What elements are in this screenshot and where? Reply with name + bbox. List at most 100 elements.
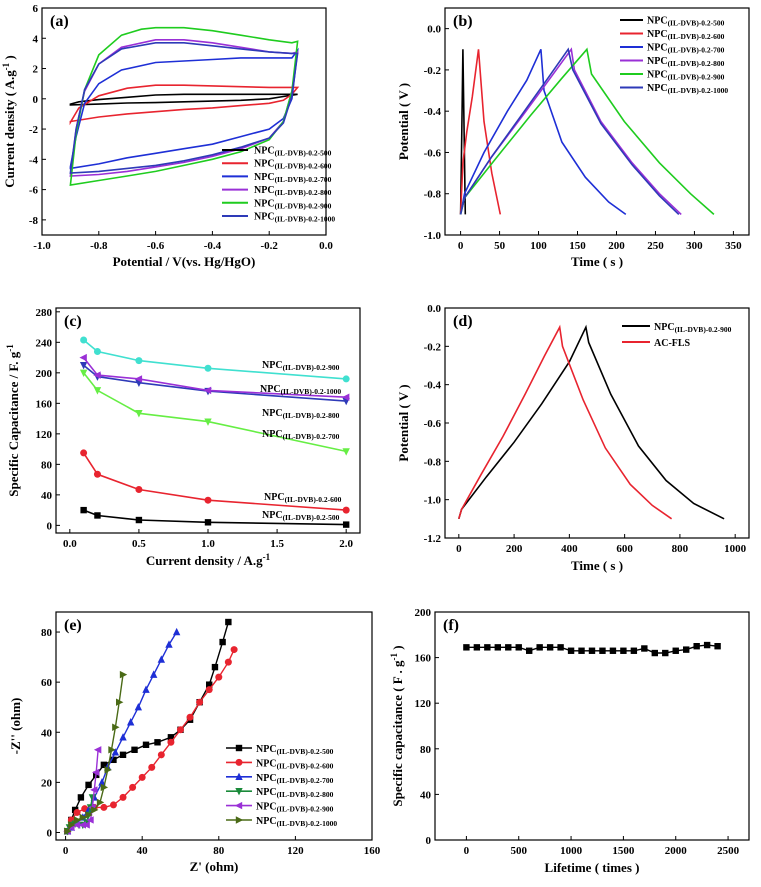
gcd-curve-700 <box>459 48 627 216</box>
data-point <box>119 670 128 679</box>
legend-label: NPC(IL-DVB)-0.2-800 <box>647 56 725 68</box>
y-tick-label: -0.2 <box>424 65 442 77</box>
series-annotation-sub: (IL-DVB)-0.2-600 <box>285 495 342 504</box>
series-annotation: NPC(IL-DVB)-0.2-900 <box>262 360 340 372</box>
y-tick-label: -0.8 <box>424 456 442 468</box>
data-point <box>78 821 87 829</box>
gcd-curve-npc-900 <box>458 324 725 520</box>
legend-label-prefix: NPC <box>647 43 668 54</box>
cv-loop-1000 <box>69 42 299 174</box>
series-annotation-prefix: NPC <box>262 360 283 371</box>
y-tick-label: 80 <box>420 744 432 756</box>
x-tick-label: -0.6 <box>147 240 165 252</box>
y-axis-label: Potential ( V ) <box>396 384 411 461</box>
series-annotation: NPC(IL-DVB)-0.2-1000 <box>260 384 341 396</box>
legend-label-prefix: NPC <box>647 56 668 67</box>
plot-frame <box>444 307 750 539</box>
y-tick-label: 120 <box>415 698 432 710</box>
data-point <box>342 375 350 383</box>
data-point <box>64 827 72 835</box>
data-point <box>110 756 117 764</box>
y-tick-label: -0.8 <box>424 189 442 201</box>
x-tick-label: 100 <box>530 240 547 252</box>
series-annotation-prefix: NPC <box>262 429 283 440</box>
y-tick-label: -1.0 <box>424 495 442 507</box>
plot-lines <box>459 47 715 216</box>
data-point <box>135 516 143 524</box>
x-axis-label: Lifetime ( times ) <box>545 860 640 875</box>
y-tick-label: 200 <box>36 368 53 380</box>
legend-marker <box>235 788 243 796</box>
data-point <box>148 763 156 771</box>
y-axis-label: -Z'' (ohm) <box>8 698 23 755</box>
legend-label-prefix: NPC <box>654 322 675 333</box>
y-axis-label-close: ) <box>390 645 405 653</box>
data-point <box>203 386 212 395</box>
data-point <box>620 647 627 654</box>
data-point <box>473 644 481 651</box>
data-point <box>342 506 350 514</box>
panel-label: (f) <box>443 617 459 634</box>
data-point <box>79 369 88 378</box>
legend: NPC(IL-DVB)-0.2-500NPC(IL-DVB)-0.2-600NP… <box>226 744 337 828</box>
x-tick-label: 160 <box>364 845 381 857</box>
y-tick-label: 80 <box>41 627 53 639</box>
legend-label-prefix: NPC <box>256 816 277 827</box>
legend-label-prefix: NPC <box>256 802 277 813</box>
x-tick-label: 0 <box>464 845 470 857</box>
legend-label-sub: (IL-DVB)-0.2-900 <box>668 73 725 82</box>
data-point <box>662 649 669 657</box>
x-tick-label: 2.0 <box>339 538 353 550</box>
series-annotation-sub: (IL-DVB)-0.2-900 <box>283 363 340 372</box>
series-annotation-sub: (IL-DVB)-0.2-1000 <box>281 387 342 396</box>
legend-label: NPC(IL-DVB)-0.2-700 <box>256 773 334 785</box>
legend-label: NPC(IL-DVB)-0.2-900 <box>647 70 725 82</box>
y-axis-label-sup: -1 <box>1 62 11 70</box>
data-point <box>219 638 226 646</box>
panel-label: (a) <box>50 13 69 30</box>
y-tick-label: 120 <box>36 429 53 441</box>
x-tick-label: 1.0 <box>201 538 215 550</box>
x-tick-label: 150 <box>569 240 586 252</box>
x-tick-label: 0.0 <box>319 240 333 252</box>
legend-label: NPC(IL-DVB)-0.2-900 <box>654 322 732 334</box>
legend-label: NPC(IL-DVB)-0.2-600 <box>647 29 725 41</box>
x-tick-label: -1.0 <box>33 240 51 252</box>
data-point <box>167 738 175 746</box>
x-tick-label: -0.8 <box>90 240 108 252</box>
legend-label-sub: (IL-DVB)-0.2-800 <box>668 59 725 68</box>
legend-label-prefix: NPC <box>254 185 275 196</box>
data-point <box>129 783 137 791</box>
x-tick-label: 80 <box>213 845 225 857</box>
y-axis-label: Potential ( V ) <box>396 83 411 160</box>
series-annotation: NPC(IL-DVB)-0.2-600 <box>264 492 342 504</box>
data-point <box>93 387 102 395</box>
y-axis-label: Specific capacitance ( F . g-1 ) <box>389 645 405 806</box>
data-point <box>630 647 638 654</box>
x-tick-label: 1000 <box>560 845 583 857</box>
y-tick-label: 2 <box>33 64 39 76</box>
data-point <box>109 801 117 809</box>
legend-label: NPC(IL-DVB)-0.2-1000 <box>647 83 728 95</box>
data-point <box>609 647 617 654</box>
data-point <box>215 673 223 681</box>
plot-lines <box>69 26 300 187</box>
data-point <box>119 733 127 741</box>
data-point <box>165 640 173 648</box>
x-tick-label: 300 <box>686 240 703 252</box>
legend-label-prefix: NPC <box>254 212 275 223</box>
data-point <box>93 746 102 754</box>
legend: NPC(IL-DVB)-0.2-500NPC(IL-DVB)-0.2-600NP… <box>620 16 728 95</box>
y-axis-label-main: Specific Capacitance / F. g <box>6 351 21 497</box>
legend-label: NPC(IL-DVB)-0.2-500 <box>256 744 334 756</box>
capacitance-line-900 <box>83 339 347 380</box>
legend-label-sub: (IL-DVB)-0.2-500 <box>275 149 332 158</box>
x-tick-label: 600 <box>616 543 633 555</box>
cv-loop-600 <box>69 84 300 126</box>
data-point <box>79 813 88 822</box>
data-point <box>80 449 88 457</box>
x-tick-label: 120 <box>287 845 304 857</box>
data-point <box>108 746 116 754</box>
data-point <box>90 786 98 794</box>
series-annotation: NPC(IL-DVB)-0.2-800 <box>262 408 340 420</box>
